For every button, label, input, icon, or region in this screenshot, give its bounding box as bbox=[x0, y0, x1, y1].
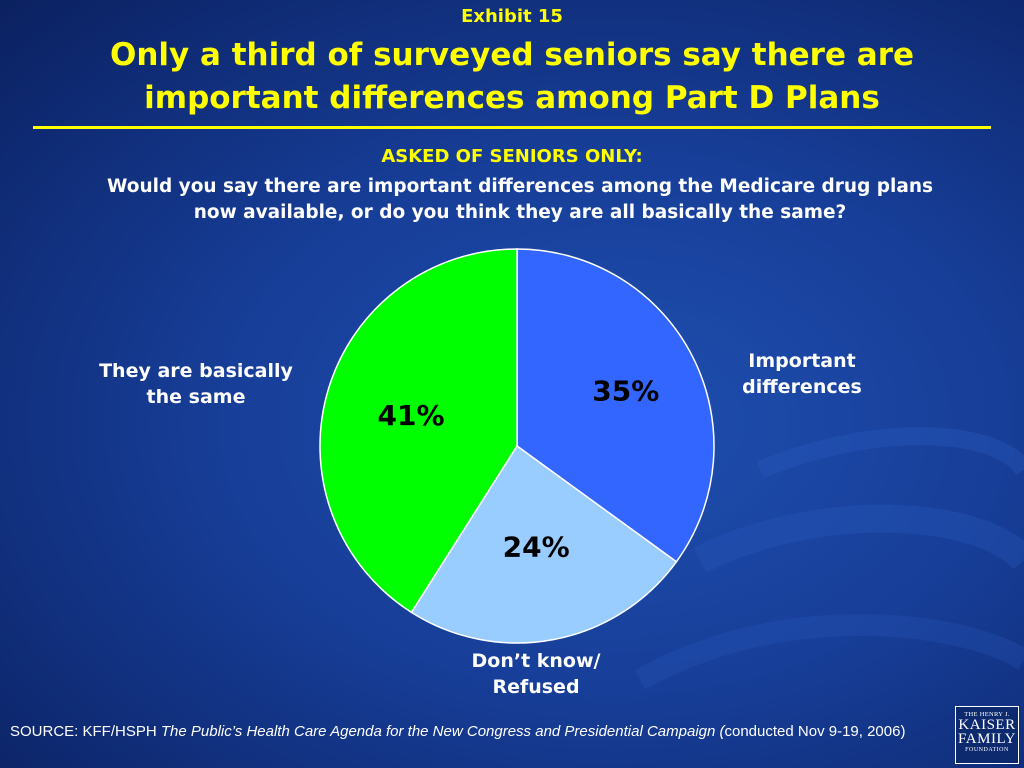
logo-line-1: THE HENRY J. bbox=[964, 711, 1010, 718]
kaiser-family-foundation-logo: THE HENRY J. KAISER FAMILY FOUNDATION bbox=[955, 706, 1019, 764]
logo-line-3: FAMILY bbox=[958, 731, 1016, 747]
label-same-line-2: the same bbox=[146, 386, 246, 408]
logo-line-4: FOUNDATION bbox=[965, 747, 1009, 753]
source-title: The Public’s Health Care Agenda for the … bbox=[160, 723, 725, 740]
pie-slice-1 bbox=[516, 248, 715, 563]
slide-title-line-2: important differences among Part D Plans bbox=[144, 80, 880, 116]
label-dontknow-line-1: Don’t know/ bbox=[471, 650, 601, 672]
source-note: SOURCE: KFF/HSPH The Public’s Health Car… bbox=[10, 722, 940, 742]
title-divider bbox=[33, 126, 991, 129]
label-dont-know-refused: Don’t know/ Refused bbox=[436, 648, 636, 700]
label-dontknow-line-2: Refused bbox=[492, 676, 580, 698]
pie-slice-value-label-1: 35% bbox=[592, 375, 659, 408]
survey-question-line-1: Would you say there are important differ… bbox=[106, 176, 934, 197]
survey-question-line-2: now available, or do you think they are … bbox=[193, 202, 847, 223]
slide-title-line-1: Only a third of surveyed seniors say the… bbox=[109, 37, 915, 73]
source-suffix: conducted Nov 9-19, 2006) bbox=[724, 723, 906, 740]
slide-title: Only a third of surveyed seniors say the… bbox=[0, 34, 1024, 120]
exhibit-number: Exhibit 15 bbox=[461, 6, 563, 27]
label-basically-same: They are basically the same bbox=[80, 358, 312, 410]
asked-of-label: ASKED OF SENIORS ONLY: bbox=[381, 146, 643, 167]
pie-slice-2 bbox=[410, 444, 678, 644]
pie-slice-value-label-2: 24% bbox=[503, 531, 570, 564]
label-important-line-2: differences bbox=[742, 376, 862, 398]
label-same-line-1: They are basically bbox=[99, 360, 293, 382]
label-important-line-1: Important bbox=[748, 350, 856, 372]
source-prefix: SOURCE: KFF/HSPH bbox=[10, 723, 161, 740]
pie-slice-value-label-3: 41% bbox=[378, 399, 445, 432]
pie-slice-3 bbox=[319, 248, 518, 614]
survey-question: Would you say there are important differ… bbox=[60, 174, 980, 226]
label-important-differences: Important differences bbox=[712, 348, 892, 400]
logo-line-2: KAISER bbox=[958, 717, 1016, 733]
